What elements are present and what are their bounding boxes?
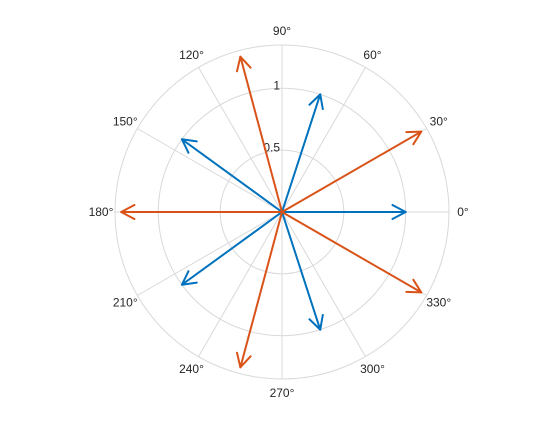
angle-tick-label: 30°	[430, 115, 448, 129]
grid-spoke	[137, 128, 283, 213]
angle-tick-label: 240°	[179, 362, 204, 376]
grid-spoke	[281, 67, 366, 213]
compass-series-1	[180, 93, 407, 331]
angle-tick-label: 210°	[113, 296, 138, 310]
grid-spoke	[281, 211, 366, 357]
compass-arrow-shaft	[239, 55, 283, 213]
compass-arrow-shaft	[281, 211, 423, 294]
angle-tick-labels: 0° 30° 60° 90° 120° 150° 180° 210° 240° 270° 300° 3…	[89, 24, 469, 400]
compass-arrow-shaft	[281, 130, 423, 213]
compass-arrow-head	[308, 313, 324, 331]
radius-tick-label: 0.5	[263, 140, 280, 154]
angle-tick-label: 0°	[457, 205, 469, 219]
angle-tick-label: 60°	[363, 48, 381, 62]
compass-arrow-head	[236, 351, 252, 369]
angle-tick-label: 150°	[113, 115, 138, 129]
compass-arrow-shaft	[180, 138, 283, 213]
compass-arrow-head	[236, 55, 252, 73]
grid-spoke	[198, 211, 283, 357]
grid-spoke	[198, 67, 283, 213]
compass-arrow-head	[405, 278, 423, 294]
angle-tick-label: 270°	[270, 386, 295, 400]
compass-arrow-head	[180, 138, 198, 154]
compass-arrow-head	[405, 130, 423, 146]
compass-arrow-head	[391, 203, 407, 221]
angle-tick-label: 180°	[89, 205, 114, 219]
angle-tick-label: 300°	[360, 362, 385, 376]
compass-arrow-shaft	[180, 211, 283, 286]
compass-arrow-head	[180, 270, 198, 286]
compass-vectors	[120, 55, 423, 369]
radius-tick-label: 1	[273, 78, 280, 92]
compass-arrow-shaft	[281, 211, 322, 331]
radius-tick-labels: 0.51	[263, 78, 280, 154]
compass-arrow-head	[308, 93, 324, 111]
angle-tick-label: 120°	[179, 48, 204, 62]
angle-tick-label: 330°	[426, 296, 451, 310]
compass-arrow-head	[120, 203, 136, 221]
grid-spoke	[137, 211, 283, 296]
compass-arrow-shaft	[239, 211, 283, 369]
angle-tick-label: 90°	[273, 24, 291, 38]
compass-arrow-shaft	[281, 93, 322, 213]
compass-series-2	[120, 55, 423, 369]
